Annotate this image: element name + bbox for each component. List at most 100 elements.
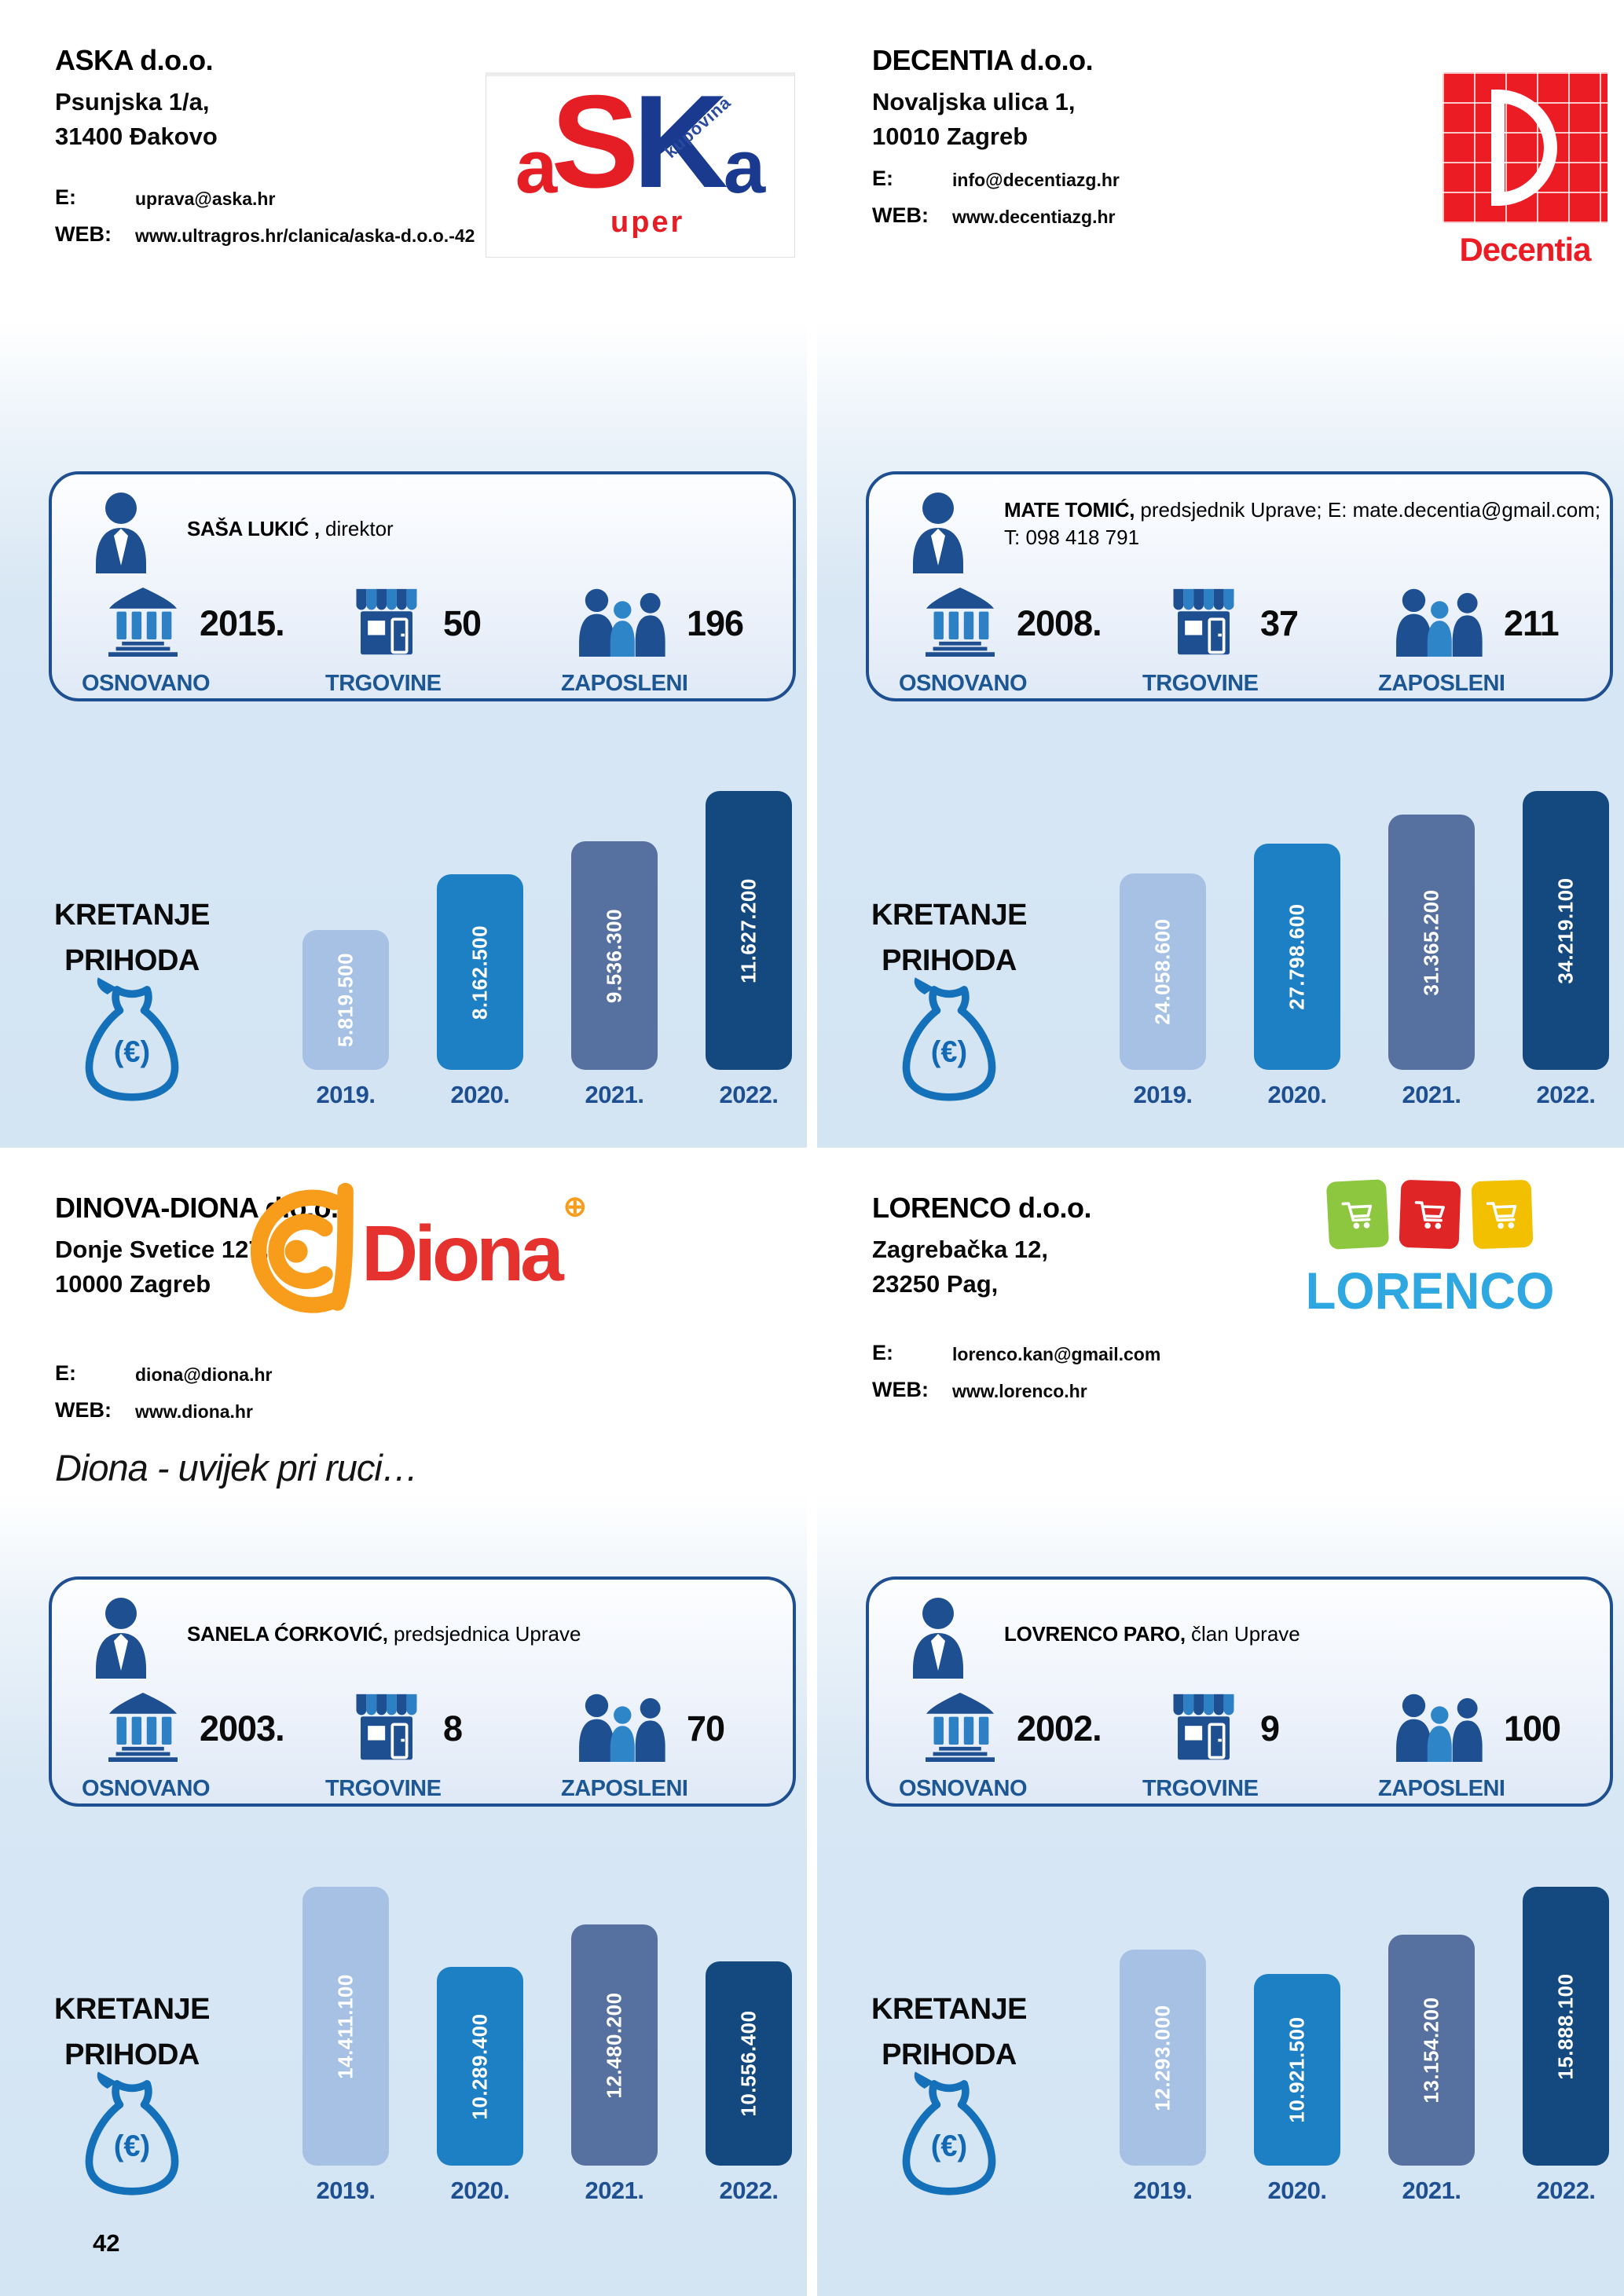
email-label: E: (872, 1341, 893, 1364)
money-bag-icon: (€) (889, 971, 1009, 1103)
person-role: direktor (325, 517, 394, 540)
contact-block: E: info@decentiazg.hr WEB: www.decentiazg.… (872, 167, 1120, 240)
stat-employees: 100 ZAPOSLENI (1378, 1688, 1598, 1801)
lorenco-logo: LORENCO (1257, 1179, 1603, 1320)
company-info-card: MATE TOMIĆ, predsjednik Uprave; E: mate.… (866, 471, 1613, 701)
company-address-line2: 23250 Pag, (872, 1270, 999, 1298)
revenue-bar: 10.921.500 (1254, 1974, 1340, 2166)
revenue-chart: KRETANJE PRIHODA (€) 5.819.500 8.162.500 9… (0, 0, 807, 1148)
bar-value-label: 12.293.000 (1150, 2004, 1175, 2111)
bar-value-label: 15.888.100 (1553, 1972, 1578, 2080)
person-name: SAŠA LUKIĆ , (187, 517, 320, 540)
founded-value: 2008. (1017, 603, 1102, 643)
email-value: lorenco.kan@gmail.com (952, 1344, 1161, 1364)
stores-label: TRGOVINE (325, 1776, 442, 1801)
person-line: SAŠA LUKIĆ , direktor (187, 515, 784, 543)
revenue-chart: KRETANJE PRIHODA (€) 12.293.000 10.921.50… (817, 1148, 1624, 2296)
company-info-card: LOVRENCO PARO, član Uprave 2002. OSNOVAN… (866, 1576, 1613, 1807)
year-label: 2019. (316, 2177, 376, 2204)
bar-value-label: 5.819.500 (333, 952, 357, 1048)
company-info-card: SAŠA LUKIĆ , direktor 2015. OSNOVANO 50 … (49, 471, 796, 701)
company-section-lorenco: LORENCO d.o.o. Zagrebačka 12, 23250 Pag,… (817, 1148, 1624, 2296)
euro-label: (€) (930, 2129, 968, 2163)
bar-value-label: 31.365.200 (1419, 888, 1443, 996)
euro-label: (€) (113, 2129, 151, 2163)
bars-group: 14.411.100 10.289.400 12.480.200 10.556.400 (302, 1887, 792, 2166)
aska-logo-letter: a (723, 124, 766, 209)
chart-title-line2: PRIHODA (882, 2038, 1017, 2071)
web-label: WEB: (55, 222, 112, 246)
year-label: 2021. (1402, 2177, 1461, 2204)
person-name: SANELA ĆORKOVIĆ, (187, 1622, 388, 1646)
bar-value-label: 13.154.200 (1419, 1997, 1443, 2104)
stores-value: 9 (1260, 1708, 1280, 1749)
company-section-diona: DINOVA-DIONA d.o.o. Donje Svetice 127, 1… (0, 1148, 807, 2296)
web-label: WEB: (872, 203, 929, 227)
company-info-card: SANELA ĆORKOVIĆ, predsjednica Uprave 200… (49, 1576, 796, 1807)
year-labels: 2019. 2020. 2021. 2022. (1120, 1081, 1609, 1109)
year-label: 2019. (1133, 2177, 1193, 2204)
employees-label: ZAPOSLENI (561, 1776, 688, 1801)
employees-label: ZAPOSLENI (561, 671, 688, 696)
stores-label: TRGOVINE (325, 671, 442, 696)
year-label: 2021. (585, 1081, 644, 1108)
founded-value: 2015. (200, 603, 285, 643)
company-section-decentia: DECENTIA d.o.o. Novaljska ulica 1, 10010… (817, 0, 1624, 1148)
year-label: 2021. (585, 2177, 644, 2204)
web-value: www.decentiazg.hr (952, 207, 1116, 227)
revenue-bar: 15.888.100 (1523, 1887, 1609, 2166)
bars-group: 24.058.600 27.798.600 31.365.200 34.219.100 (1120, 791, 1609, 1070)
bar-value-label: 14.411.100 (333, 1973, 357, 2079)
company-address-line1: Psunjska 1/a, (55, 88, 210, 115)
revenue-bar: 9.536.300 (571, 841, 658, 1070)
revenue-bar: 10.556.400 (706, 1961, 792, 2166)
web-value: www.diona.hr (135, 1401, 253, 1422)
person-role: predsjednik Uprave; E: mate.decentia@gma… (1004, 498, 1601, 550)
year-label: 2022. (719, 1081, 779, 1108)
email-value: info@decentiazg.hr (952, 170, 1120, 190)
company-address-line2: 31400 Đakovo (55, 123, 218, 150)
employees-label: ZAPOSLENI (1378, 1776, 1505, 1801)
web-label: WEB: (55, 1398, 112, 1422)
founded-label: OSNOVANO (82, 671, 211, 696)
year-labels: 2019. 2020. 2021. 2022. (302, 2177, 792, 2205)
revenue-bar: 14.411.100 (302, 1887, 389, 2166)
revenue-bar: 12.293.000 (1120, 1950, 1206, 2166)
year-label: 2019. (316, 1081, 376, 1108)
year-label: 2022. (1536, 2177, 1596, 2204)
revenue-bar: 5.819.500 (302, 930, 389, 1070)
email-value: uprava@aska.hr (135, 189, 276, 209)
founded-value: 2002. (1017, 1708, 1102, 1749)
revenue-bar: 27.798.600 (1254, 844, 1340, 1070)
stat-founded: 2002. OSNOVANO (899, 1688, 1119, 1801)
revenue-chart: KRETANJE PRIHODA (€) 14.411.100 10.289.40… (0, 1148, 807, 2296)
aska-logo: a S K a uper kupovina (486, 72, 795, 258)
year-label: 2021. (1402, 1081, 1461, 1108)
company-address-line1: Zagrebačka 12, (872, 1236, 1049, 1263)
employees-value: 211 (1504, 603, 1560, 643)
stat-founded: 2003. OSNOVANO (82, 1688, 302, 1801)
employees-value: 196 (687, 603, 744, 643)
stat-employees: 196 ZAPOSLENI (561, 583, 781, 696)
chart-title-line1: KRETANJE (871, 1993, 1028, 2026)
web-value: www.lorenco.hr (952, 1381, 1087, 1401)
stat-employees: 211 ZAPOSLENI (1378, 583, 1598, 696)
stat-stores: 9 TRGOVINE (1142, 1688, 1362, 1801)
web-label: WEB: (872, 1378, 929, 1401)
bar-value-label: 27.798.600 (1285, 903, 1309, 1010)
email-label: E: (55, 1361, 76, 1385)
revenue-bar: 13.154.200 (1388, 1935, 1475, 2166)
bar-value-label: 12.480.200 (602, 1991, 626, 2099)
year-label: 2022. (1536, 1081, 1596, 1108)
stat-founded: 2008. OSNOVANO (899, 583, 1119, 696)
bar-value-label: 11.627.200 (736, 877, 761, 983)
bar-value-label: 34.219.100 (1553, 877, 1578, 984)
person-name: MATE TOMIĆ, (1004, 498, 1135, 522)
person-line: LOVRENCO PARO, član Uprave (1004, 1620, 1601, 1648)
bar-value-label: 10.289.400 (467, 2012, 492, 2120)
revenue-bar: 10.289.400 (437, 1967, 523, 2166)
decentia-logo-text: Decentia (1459, 231, 1591, 268)
revenue-bar: 31.365.200 (1388, 815, 1475, 1070)
lorenco-logo-text: LORENCO (1305, 1262, 1555, 1320)
